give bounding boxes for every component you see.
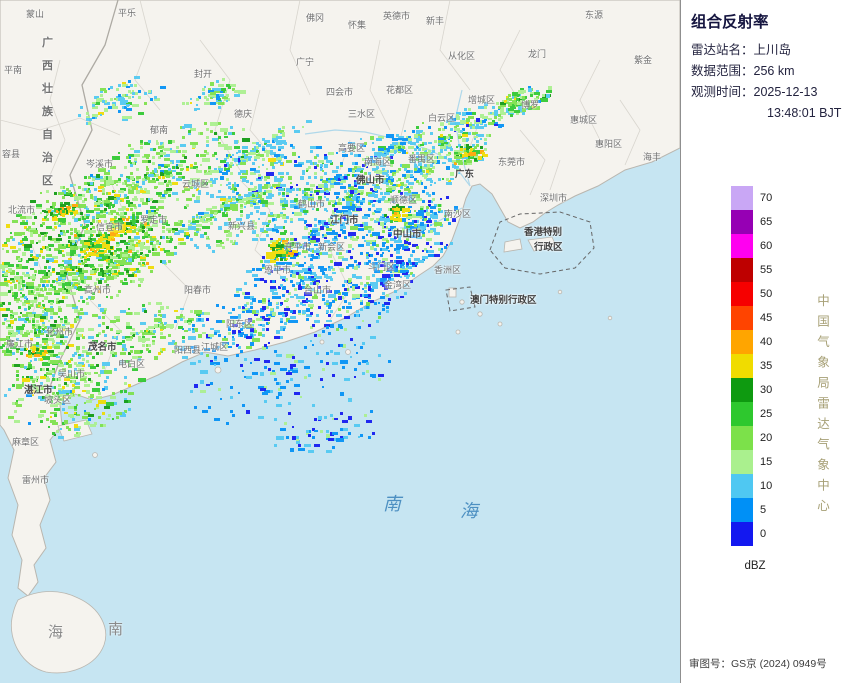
legend-value: 60 <box>760 240 773 252</box>
islands-group <box>10 236 613 674</box>
range-row: 数据范围：256 km <box>691 61 841 82</box>
island <box>455 329 461 335</box>
legend-color-swatch <box>731 210 753 234</box>
range-label: 数据范围： <box>691 64 754 78</box>
time-label: 观测时间： <box>691 85 754 99</box>
radar-echo-pixels <box>0 76 552 453</box>
island <box>527 236 557 252</box>
legend-value: 40 <box>760 336 773 348</box>
range-value: 256 km <box>753 64 795 78</box>
legend-row: 25 <box>731 402 772 426</box>
island <box>448 287 457 298</box>
sar-dashed-boundaries <box>445 211 595 312</box>
legend-row: 60 <box>731 234 772 258</box>
product-title: 组合反射率 <box>691 14 769 31</box>
legend-row: 5 <box>731 498 772 522</box>
legend-row: 35 <box>731 354 772 378</box>
hongkong-sar-boundary <box>489 211 595 275</box>
island <box>557 289 563 295</box>
island <box>214 366 222 374</box>
time-clock: 13:48:01 BJT <box>767 106 842 120</box>
hainan-island <box>10 591 107 674</box>
legend-color-swatch <box>731 450 753 474</box>
legend-row: 50 <box>731 282 772 306</box>
legend-value: 15 <box>760 456 773 468</box>
legend-color-swatch <box>731 426 753 450</box>
legend-color-swatch <box>731 282 753 306</box>
legend-color-swatch <box>731 378 753 402</box>
island <box>92 452 98 458</box>
radar-map: 蒙山 平乐 佛冈 怀集 英德市 新丰 东源 龙门 紫金 封开 广宁 四会市 德庆 郁南 从化区 花都区 增城区博… <box>0 0 680 683</box>
legend-value: 0 <box>760 528 767 540</box>
legend-row: 30 <box>731 378 772 402</box>
legend-color-swatch <box>731 234 753 258</box>
observation-info: 雷达站名：上川岛 数据范围：256 km 观测时间：2025-12-13 13:… <box>691 40 841 124</box>
station-label: 雷达站名： <box>691 43 754 57</box>
legend-color-swatch <box>731 498 753 522</box>
legend-value: 25 <box>760 408 773 420</box>
map-approval-number: 审图号：GS京 (2024) 0949号 <box>689 658 827 670</box>
radar-echo-layer <box>0 76 552 453</box>
legend-value: 35 <box>760 360 773 372</box>
dbz-unit-label: dBZ <box>744 560 766 572</box>
legend-value: 65 <box>760 216 773 228</box>
legend-value: 20 <box>760 432 773 444</box>
station-row: 雷达站名：上川岛 <box>691 40 841 61</box>
legend-color-swatch <box>731 330 753 354</box>
legend-value: 10 <box>760 480 773 492</box>
legend-row: 65 <box>731 210 772 234</box>
legend-color-swatch <box>731 474 753 498</box>
island <box>345 349 351 355</box>
legend-value: 30 <box>760 384 773 396</box>
info-panel: 组合反射率 雷达站名：上川岛 数据范围：256 km 观测时间：2025-12-… <box>680 0 860 683</box>
island <box>519 299 525 305</box>
legend-row: 0 <box>731 522 772 546</box>
island <box>319 339 325 345</box>
legend-value: 50 <box>760 288 773 300</box>
legend-value: 5 <box>760 504 767 516</box>
station-value: 上川岛 <box>753 43 792 57</box>
legend-row: 10 <box>731 474 772 498</box>
island <box>459 299 465 305</box>
legend-color-swatch <box>731 354 753 378</box>
legend-row: 70 <box>731 186 772 210</box>
legend-row: 40 <box>731 330 772 354</box>
legend-row: 20 <box>731 426 772 450</box>
time-row: 观测时间：2025-12-13 <box>691 82 841 103</box>
time-date: 2025-12-13 <box>753 85 818 99</box>
legend-row: 55 <box>731 258 772 282</box>
legend-value: 45 <box>760 312 773 324</box>
island <box>477 311 483 317</box>
legend-color-swatch <box>731 306 753 330</box>
legend-color-swatch <box>731 186 753 210</box>
legend-color-swatch <box>731 258 753 282</box>
macau-sar-boundary <box>445 286 476 312</box>
island <box>497 321 503 327</box>
legend-row: 45 <box>731 306 772 330</box>
legend-row: 15 <box>731 450 772 474</box>
legend-value: 55 <box>760 264 773 276</box>
legend-color-swatch <box>731 402 753 426</box>
agency-watermark: 中国气象局雷达气象中心 <box>815 294 829 520</box>
island <box>607 315 613 321</box>
island <box>503 238 523 253</box>
dbz-color-scale: 70 65 60 55 50 45 40 35 30 25 20 15 10 5 0 <box>731 186 772 546</box>
legend-color-swatch <box>731 522 753 546</box>
legend-value: 70 <box>760 192 773 204</box>
